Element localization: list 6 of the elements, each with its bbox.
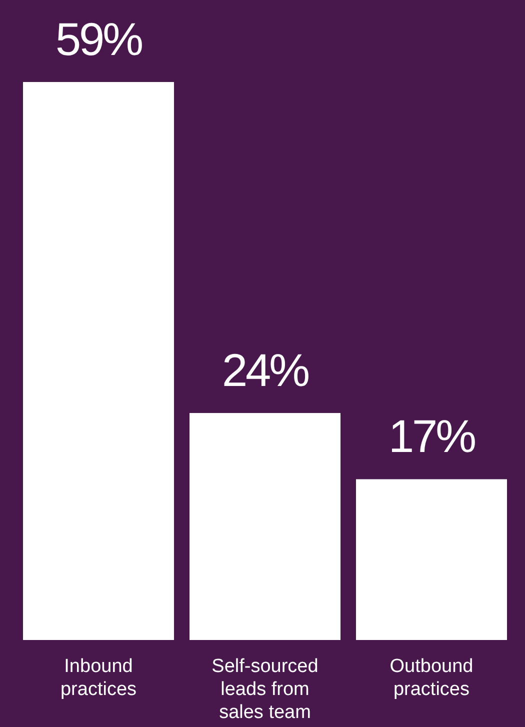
x-tick-label: Inbound practices: [60, 656, 137, 700]
data-label: 17%: [388, 410, 476, 462]
data-label: 24%: [222, 344, 310, 396]
x-tick-label: Self-sourced leads from sales team: [212, 656, 318, 723]
x-tick-label: Outbound practices: [390, 656, 474, 700]
data-label: 59%: [55, 13, 143, 65]
